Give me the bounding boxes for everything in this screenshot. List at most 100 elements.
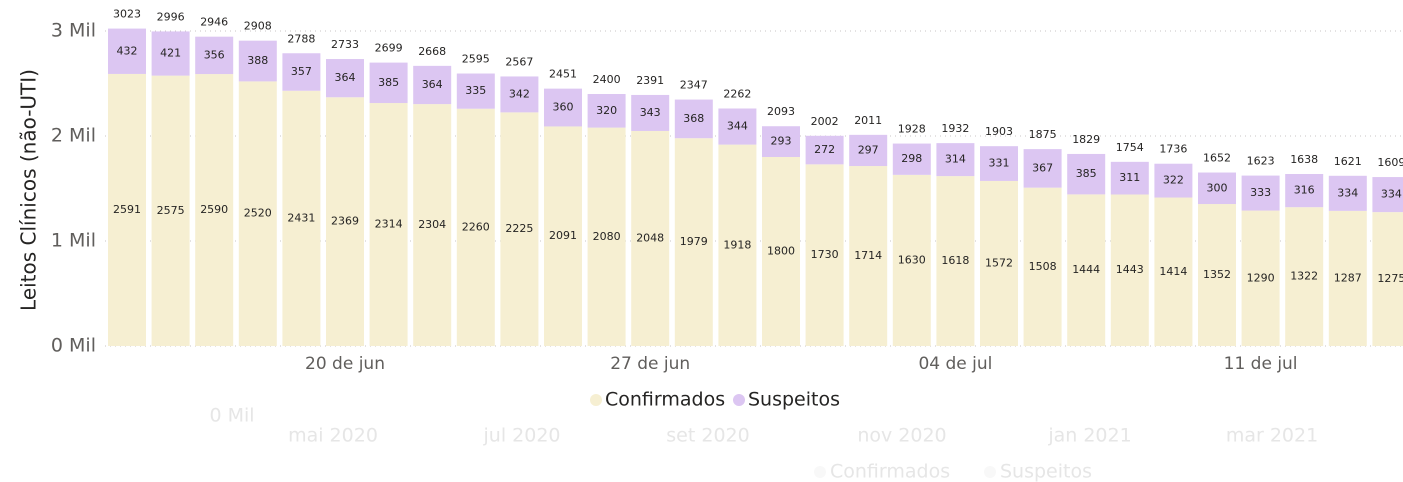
data-label: 2520 (244, 207, 272, 220)
data-label: 342 (509, 87, 530, 100)
bar-segment (1110, 194, 1149, 346)
data-label: 364 (335, 71, 356, 84)
total-label: 2946 (200, 16, 228, 29)
total-label: 2011 (854, 114, 882, 127)
bar-segment (674, 99, 713, 139)
bar-segment (456, 108, 495, 346)
bar-segment (1285, 174, 1324, 208)
y-tick-label: 1 Mil (51, 230, 96, 252)
total-label: 2262 (723, 87, 751, 100)
data-label: 364 (422, 78, 443, 91)
bar-segment (544, 88, 582, 127)
data-label: 360 (553, 101, 574, 114)
data-label: 334 (1337, 186, 1358, 199)
y-tick-label: 3 Mil (51, 20, 96, 42)
total-label: 2567 (505, 55, 533, 68)
data-label: 316 (1294, 184, 1315, 197)
bar-segment (849, 166, 888, 346)
ghost-legend-label: Suspeitos (1000, 461, 1092, 482)
data-label: 2431 (287, 211, 315, 224)
total-label: 1638 (1290, 153, 1318, 166)
total-label: 1875 (1029, 128, 1057, 141)
ghost-legend-dot (984, 466, 996, 478)
total-label: 2996 (157, 10, 185, 23)
data-label: 357 (291, 65, 312, 78)
data-label: 1414 (1159, 265, 1187, 278)
data-label: 385 (378, 76, 399, 89)
data-label: 300 (1207, 181, 1228, 194)
bar-segment (1241, 175, 1280, 211)
data-label: 2304 (418, 218, 446, 231)
total-label: 2699 (375, 42, 403, 55)
data-label: 333 (1250, 186, 1271, 199)
bar-segment (892, 174, 931, 346)
x-tick-label: 20 de jun (305, 354, 385, 374)
total-label: 3023 (113, 8, 141, 21)
data-label: 2590 (200, 203, 228, 216)
bar-segment (456, 73, 495, 109)
total-label: 1621 (1334, 155, 1362, 168)
data-label: 421 (160, 47, 181, 60)
total-label: 2668 (418, 45, 446, 58)
bar-segment (631, 130, 670, 346)
bar-segment (805, 164, 844, 346)
data-label: 314 (945, 153, 966, 166)
data-label: 1918 (723, 238, 751, 251)
bar-segment (282, 90, 321, 347)
bar-segment (544, 126, 582, 346)
bar-segment (762, 126, 800, 157)
bar-segment (1154, 197, 1193, 346)
bar-segment (413, 65, 452, 105)
data-label: 2225 (505, 222, 533, 235)
total-label: 2093 (767, 105, 795, 118)
data-label: 293 (771, 135, 792, 148)
data-label: 1630 (898, 253, 926, 266)
bar-segment (1372, 177, 1403, 213)
bar-segment (195, 36, 234, 75)
bar-segment (369, 103, 408, 346)
total-label: 1932 (941, 122, 969, 135)
total-label: 2595 (462, 53, 490, 66)
total-label: 1829 (1072, 133, 1100, 146)
legend-label: Suspeitos (748, 389, 840, 411)
ghost-x-label: jan 2021 (1047, 425, 1131, 447)
data-label: 356 (204, 48, 225, 61)
total-label: 1736 (1159, 143, 1187, 156)
y-tick-label: 0 Mil (51, 335, 96, 357)
bar-segment (1067, 194, 1106, 346)
bar-segment (718, 144, 757, 346)
data-label: 1979 (680, 235, 708, 248)
total-label: 2002 (811, 115, 839, 128)
ghost-x-label: set 2020 (666, 425, 749, 447)
data-label: 297 (858, 143, 879, 156)
ghost-x-label: mai 2020 (288, 425, 378, 447)
y-axis-title: Leitos Clínicos (não-UTI) (17, 69, 41, 311)
bar-segment (718, 108, 757, 145)
bar-segment (1023, 187, 1062, 346)
bar-segment (195, 74, 234, 347)
data-label: 385 (1076, 167, 1097, 180)
bar-segment (892, 143, 931, 175)
data-label: 1444 (1072, 263, 1100, 276)
bar-segment (849, 134, 888, 167)
total-label: 1652 (1203, 152, 1231, 165)
bar-segment (500, 112, 539, 346)
ghost-x-label: mar 2021 (1226, 425, 1318, 447)
total-label: 2788 (287, 32, 315, 45)
data-label: 2591 (113, 203, 141, 216)
data-label: 2080 (593, 230, 621, 243)
ghost-legend-label: Confirmados (830, 461, 950, 482)
data-label: 1443 (1116, 263, 1144, 276)
data-label: 331 (989, 157, 1010, 170)
bar-segment (1372, 212, 1403, 346)
legend-dot (590, 394, 602, 406)
data-label: 1730 (811, 248, 839, 261)
data-label: 1275 (1377, 272, 1403, 285)
legend-dot (733, 394, 745, 406)
data-label: 368 (683, 112, 704, 125)
data-label: 2314 (375, 218, 403, 231)
ghost-legend-dot (814, 466, 826, 478)
data-label: 1618 (941, 254, 969, 267)
data-label: 2369 (331, 215, 359, 228)
